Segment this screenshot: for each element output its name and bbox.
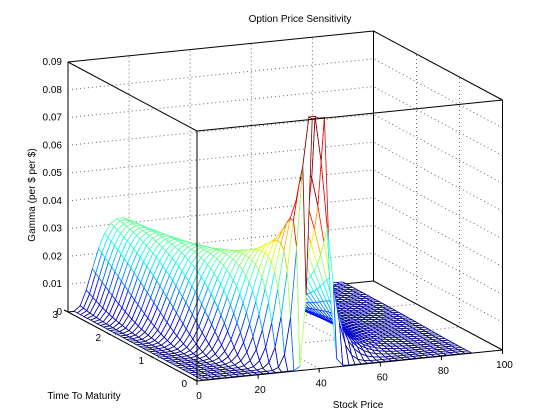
- chart-title: Option Price Sensitivity: [249, 14, 352, 25]
- z-tick-label: 0.05: [43, 168, 63, 179]
- x-tick-label: 20: [255, 385, 267, 396]
- axes-box-front: [67, 61, 503, 382]
- side-wall-grid-line: [373, 224, 503, 295]
- y-tick-label: 2: [95, 333, 101, 344]
- box-edge-back: [67, 311, 198, 382]
- z-tick-label: 0.06: [43, 140, 63, 151]
- y-axis-label: Time To Maturity: [47, 391, 120, 402]
- y-tick-mark: [106, 332, 112, 336]
- side-wall-grid-line: [373, 197, 503, 268]
- y-tick-label: 3: [52, 310, 58, 321]
- back-wall-grid-line: [67, 113, 374, 146]
- side-wall-grid-line: [373, 86, 503, 157]
- side-wall-grid-line: [373, 58, 503, 129]
- y-tick-mark: [63, 309, 69, 313]
- z-tick-label: 0.08: [43, 85, 63, 96]
- box-edge-front: [196, 99, 503, 132]
- side-wall-grid-line: [373, 169, 503, 240]
- x-tick-label: 80: [438, 366, 450, 377]
- z-tick-label: 0.02: [43, 251, 63, 262]
- back-wall-grid-line: [67, 169, 374, 202]
- side-wall-grid-line: [373, 141, 503, 212]
- x-tick-label: 0: [196, 391, 202, 402]
- z-tick-label: 0.07: [43, 113, 63, 124]
- z-tick-label: 0.03: [43, 224, 63, 235]
- back-wall-grid-line: [67, 141, 374, 174]
- y-tick-label: 0: [181, 379, 187, 390]
- z-axis-label: Gamma (per $ per $): [27, 148, 38, 241]
- back-wall-grid-line: [67, 86, 374, 119]
- x-tick-label: 100: [496, 360, 513, 371]
- box-edge-back: [373, 30, 503, 101]
- side-wall-grid-line: [373, 113, 503, 184]
- x-tick-label: 40: [316, 379, 328, 390]
- back-wall-grid-line: [67, 58, 374, 91]
- box-edge-front: [67, 61, 198, 132]
- y-tick-mark: [192, 378, 198, 382]
- y-tick-mark: [149, 355, 155, 359]
- y-tick-label: 1: [138, 356, 144, 367]
- z-tick-label: 0.09: [43, 57, 63, 68]
- z-tick-label: 0: [56, 307, 62, 318]
- x-axis-label: Stock Price: [333, 400, 384, 411]
- surface-cell: [460, 350, 473, 354]
- surface-mesh: [73, 115, 473, 381]
- box-edge-back: [67, 30, 374, 63]
- z-tick-label: 0.04: [43, 196, 63, 207]
- box-edge-back: [373, 280, 503, 351]
- box-edge-front: [196, 349, 503, 382]
- side-wall-grid-line: [373, 252, 503, 323]
- x-tick-label: 60: [377, 372, 389, 383]
- z-tick-label: 0.01: [43, 279, 63, 290]
- tick-labels: 020406080100012300.010.020.030.040.050.0…: [43, 57, 514, 402]
